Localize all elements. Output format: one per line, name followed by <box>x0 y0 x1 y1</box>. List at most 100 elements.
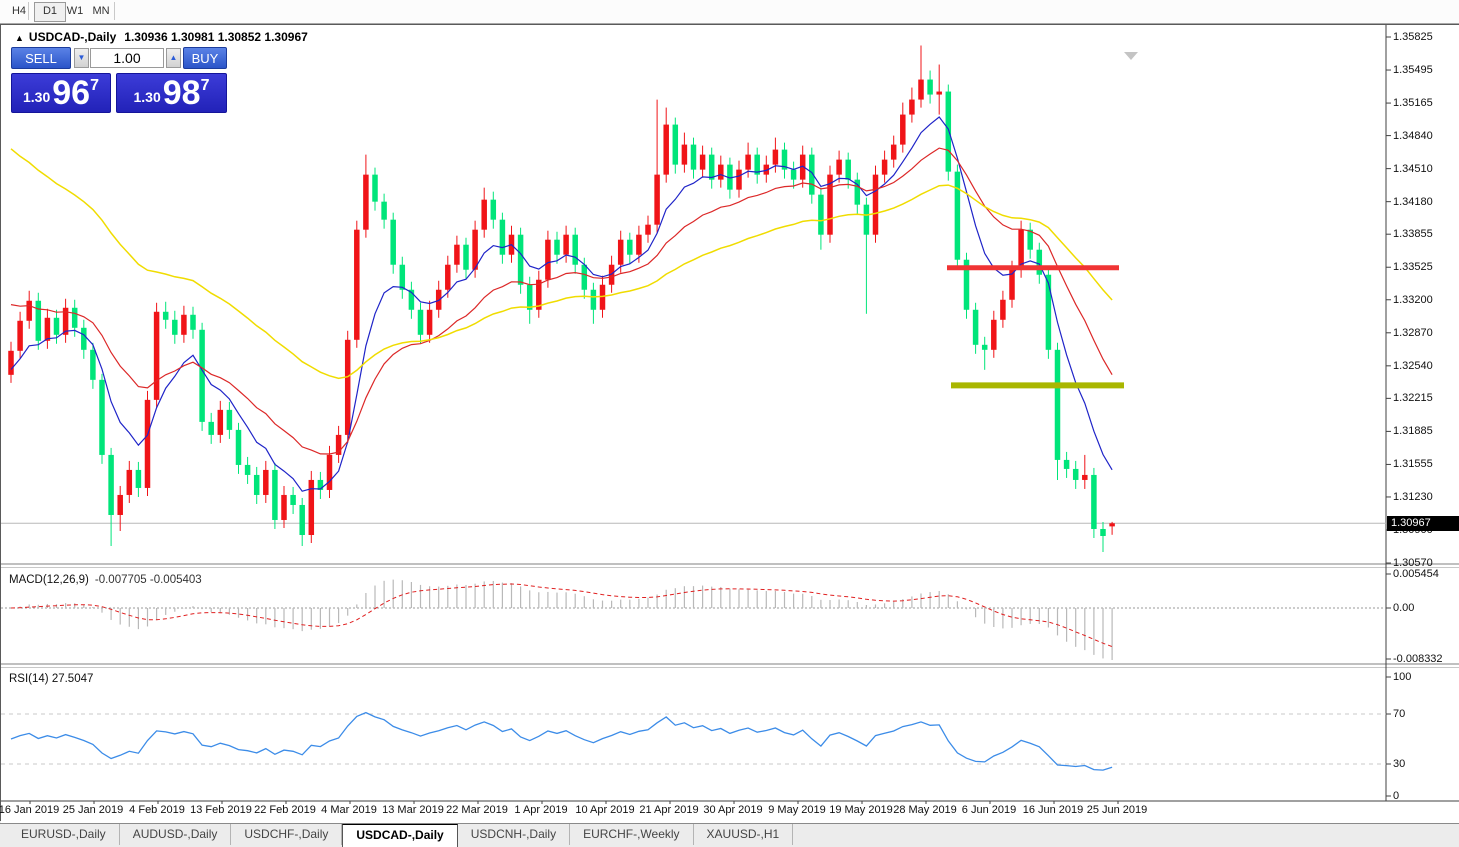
price-axis-label: 1.31885 <box>1393 425 1433 438</box>
chart-tab-eurchf[interactable]: EURCHF-,Weekly <box>570 824 694 845</box>
volume-increase-icon[interactable]: ▲ <box>166 48 181 68</box>
candle-body <box>281 494 287 520</box>
toolbar-separator <box>114 2 115 20</box>
timeframe-button-d1[interactable]: D1 <box>34 2 66 22</box>
candle-body <box>108 454 114 515</box>
candle-body <box>890 144 897 160</box>
candle-body <box>745 154 751 170</box>
candle-body <box>35 300 42 341</box>
candle-body <box>235 429 242 465</box>
collapse-panel-icon[interactable]: ▲ <box>15 33 24 43</box>
date-axis-label: 4 Feb 2019 <box>129 804 185 816</box>
timeframe-button-w1[interactable]: W1 <box>66 5 84 17</box>
price-axis-label: 1.35495 <box>1393 64 1433 77</box>
chart-tab-usdcnh[interactable]: USDCNH-,Daily <box>458 824 571 845</box>
date-axis-label: 4 Mar 2019 <box>321 804 377 816</box>
candle-body <box>1109 523 1115 527</box>
candle-body <box>417 309 424 335</box>
volume-input[interactable] <box>90 48 164 68</box>
candle-body <box>226 409 233 430</box>
candle-body <box>8 350 14 375</box>
candle-body <box>763 164 770 175</box>
date-axis-label: 25 Jun 2019 <box>1086 804 1148 816</box>
price-axis-label: 1.35165 <box>1393 97 1433 110</box>
candle-body <box>981 344 988 350</box>
date-axis-label: 6 Jun 2019 <box>961 804 1017 816</box>
candle-body <box>936 91 942 95</box>
buy-price-sup: 7 <box>200 77 210 94</box>
candle-body <box>863 204 870 235</box>
date-axis-label: 21 Apr 2019 <box>639 804 699 816</box>
rsi-label: RSI(14) 27.5047 <box>9 673 94 685</box>
candle-body <box>945 91 952 172</box>
candle-body <box>1063 459 1070 469</box>
price-axis-label: 1.32215 <box>1393 392 1433 405</box>
sell-button[interactable]: SELL <box>11 47 71 69</box>
candle-body <box>217 409 224 435</box>
date-axis-label: 22 Feb 2019 <box>254 804 316 816</box>
candle-body <box>272 469 278 520</box>
candle-body <box>481 199 487 230</box>
date-axis-label: 9 May 2019 <box>768 804 826 816</box>
candle-body <box>1045 274 1052 350</box>
chart-tab-audusd[interactable]: AUDUSD-,Daily <box>120 824 232 845</box>
candle-body <box>827 174 833 235</box>
sell-price-big: 96 <box>52 74 91 112</box>
timeframe-button-h4[interactable]: H4 <box>11 5 27 17</box>
price-axis-label: 1.33525 <box>1393 261 1433 274</box>
volume-decrease-icon[interactable]: ▼ <box>74 48 89 68</box>
macd-label: MACD(12,26,9) -0.007705 -0.005403 <box>9 574 202 586</box>
candle-body <box>381 201 387 220</box>
chart-tab-usdchf[interactable]: USDCHF-,Daily <box>231 824 343 845</box>
candle-body <box>44 317 51 341</box>
chart-tab-xauusd[interactable]: XAUUSD-,H1 <box>694 824 794 845</box>
candle-body <box>627 239 633 255</box>
candle-body <box>290 494 296 505</box>
date-axis-label: 10 Apr 2019 <box>575 804 635 816</box>
candle-body <box>463 244 469 270</box>
buy-price-button[interactable]: 1.30 98 7 <box>116 73 227 113</box>
candle-body <box>1027 229 1033 250</box>
price-axis-label: 1.33855 <box>1393 228 1433 241</box>
candle-body <box>526 284 533 310</box>
candle-body <box>736 169 742 190</box>
price-axis-label: 1.34510 <box>1393 162 1433 175</box>
buy-price-big: 98 <box>162 74 201 112</box>
candle-body <box>263 469 269 495</box>
candle-body <box>244 464 251 475</box>
candle-body <box>1082 474 1088 480</box>
candle-body <box>372 174 378 202</box>
price-axis-label: 1.34180 <box>1393 195 1433 208</box>
candle-body <box>354 229 360 340</box>
date-axis-label: 22 Mar 2019 <box>446 804 508 816</box>
chart-tab-eurusd[interactable]: EURUSD-,Daily <box>8 824 120 845</box>
buy-button[interactable]: BUY <box>183 47 227 69</box>
candle-body <box>572 234 578 265</box>
candle-body <box>563 234 569 255</box>
chart-shift-icon[interactable] <box>1124 52 1138 60</box>
candle-body <box>17 320 23 351</box>
candle-body <box>426 309 433 335</box>
sell-price-button[interactable]: 1.30 96 7 <box>11 73 111 113</box>
candle-body <box>317 479 324 490</box>
date-axis-label: 13 Mar 2019 <box>382 804 444 816</box>
candle-body <box>326 454 333 490</box>
candle-body <box>490 199 497 220</box>
candle-body <box>854 179 861 205</box>
one-click-trading-panel: SELL ▼ ▲ BUY 1.30 96 7 1.30 98 7 <box>11 47 227 113</box>
candle-body <box>26 300 32 321</box>
chart-tab-usdcad[interactable]: USDCAD-,Daily <box>342 824 458 847</box>
chart-canvas[interactable] <box>1 25 1459 825</box>
candle-body <box>663 124 669 175</box>
candle-body <box>799 154 806 180</box>
timeframe-toolbar: H4 D1 W1 MN <box>0 0 1459 24</box>
candle-body <box>708 154 715 180</box>
candle-body <box>1072 468 1079 480</box>
timeframe-button-mn[interactable]: MN <box>92 5 110 17</box>
candle-body <box>81 327 87 350</box>
price-axis-label: 1.30570 <box>1393 557 1433 570</box>
candle-body <box>636 234 642 255</box>
macd-values: -0.007705 -0.005403 <box>94 574 202 586</box>
one-click-top-row: SELL ▼ ▲ BUY <box>11 47 227 70</box>
